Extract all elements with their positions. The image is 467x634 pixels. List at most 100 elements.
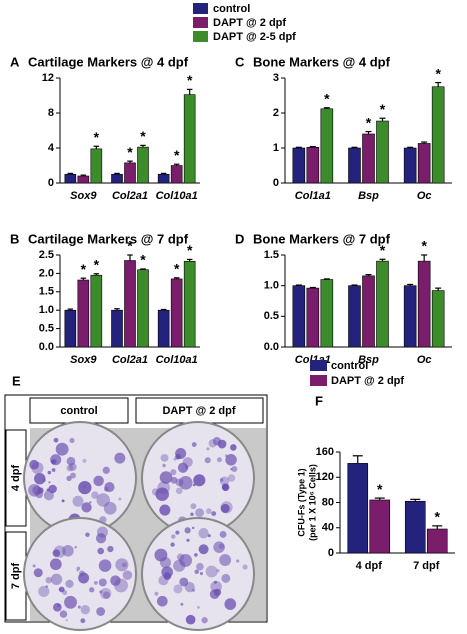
bar — [137, 146, 149, 184]
colony — [81, 502, 92, 513]
colony — [213, 541, 225, 553]
colony — [114, 452, 126, 464]
legend-swatch — [193, 3, 208, 14]
y-tick-label: 0.5 — [39, 323, 54, 335]
bar — [376, 120, 389, 184]
column-label: control — [60, 405, 97, 417]
colony — [159, 556, 172, 569]
colony — [178, 476, 193, 490]
colony — [154, 591, 159, 596]
colony — [122, 562, 127, 568]
colony — [220, 503, 230, 513]
bar — [431, 290, 445, 348]
significance-label: * — [366, 114, 372, 130]
bar — [417, 143, 431, 184]
colony — [191, 588, 196, 592]
bar — [320, 108, 334, 184]
bar — [183, 260, 196, 348]
colony — [28, 483, 41, 497]
colony — [118, 497, 122, 501]
colony — [219, 530, 227, 538]
colony — [99, 590, 103, 594]
colony — [191, 442, 197, 447]
colony — [179, 553, 193, 567]
dish — [141, 517, 255, 631]
colony — [122, 570, 133, 580]
x-tick-label: Col10a1 — [156, 354, 198, 366]
colony — [224, 598, 237, 610]
bar — [431, 86, 445, 184]
y-tick-label: 120 — [316, 471, 334, 483]
colony — [100, 587, 112, 600]
colony — [231, 465, 238, 472]
y-tick-label: 8 — [48, 107, 54, 119]
colony — [50, 454, 62, 466]
colony — [98, 578, 107, 587]
bar — [369, 499, 391, 554]
colony — [198, 528, 209, 539]
colony — [175, 487, 183, 495]
colony — [227, 474, 236, 482]
colony — [173, 584, 183, 594]
significance-label: * — [380, 101, 386, 117]
bar — [183, 94, 196, 184]
colony — [103, 486, 109, 492]
colony — [159, 471, 173, 484]
y-tick-label: 160 — [316, 446, 334, 458]
legend-swatch — [193, 31, 208, 42]
colony — [85, 532, 90, 537]
bar — [426, 528, 448, 554]
colony — [230, 444, 237, 451]
y-tick-label: 0.0 — [39, 341, 54, 353]
bar — [157, 309, 170, 348]
legend-label: DAPT @ 2 dpf — [331, 375, 404, 387]
significance-label: * — [94, 129, 100, 145]
colony — [155, 487, 169, 501]
colony — [236, 559, 240, 563]
colony — [179, 577, 189, 587]
colony — [221, 573, 231, 583]
colony — [156, 595, 168, 607]
panel-letter: F — [315, 393, 323, 408]
colony — [196, 562, 204, 571]
colony — [205, 508, 212, 515]
significance-label: * — [94, 256, 100, 272]
colony — [49, 558, 62, 571]
y-tick-label: 1.5 — [39, 286, 54, 298]
legend-swatch — [310, 360, 327, 371]
bar — [348, 285, 361, 348]
bar — [348, 147, 361, 184]
bar — [306, 147, 320, 184]
bar — [362, 133, 375, 184]
colony — [197, 605, 200, 609]
x-tick-label: Col2a1 — [112, 354, 148, 366]
colony — [66, 464, 74, 472]
legend-label: control — [213, 3, 250, 15]
colony — [80, 618, 86, 624]
colony — [33, 568, 43, 578]
colony — [89, 587, 95, 593]
colony — [194, 553, 198, 557]
y-tick-label: 1 — [273, 142, 279, 154]
colony — [78, 480, 92, 495]
panel-letter: B — [10, 231, 19, 246]
colony — [213, 580, 217, 584]
significance-label: * — [324, 90, 330, 106]
bar — [111, 309, 123, 348]
x-tick-label: Bsp — [358, 354, 379, 366]
x-tick-label: Col1a1 — [295, 190, 331, 202]
colony — [180, 602, 184, 606]
bar — [77, 279, 90, 348]
significance-label: * — [377, 481, 383, 497]
colony — [110, 575, 121, 586]
colony — [96, 493, 110, 507]
significance-label: * — [421, 238, 427, 254]
colony — [72, 495, 84, 507]
colony — [175, 478, 184, 487]
bar — [64, 309, 77, 348]
significance-label: * — [140, 252, 146, 268]
chart-title: Bone Markers @ 7 dpf — [253, 231, 391, 246]
colony — [194, 569, 199, 574]
